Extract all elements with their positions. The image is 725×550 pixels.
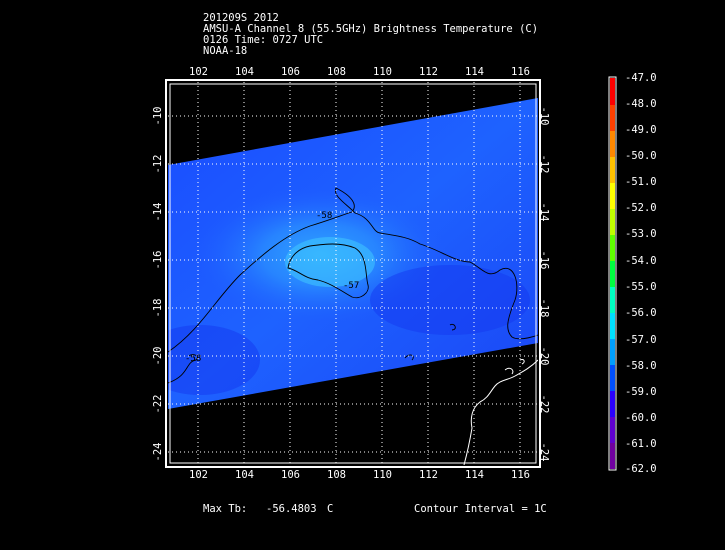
title-line-2: AMSU-A Channel 8 (55.5GHz) Brightness Te…	[203, 23, 539, 35]
lat-tick-left: -16	[152, 250, 164, 270]
lon-tick-top: 114	[465, 66, 484, 78]
lat-tick-left: -22	[152, 394, 164, 414]
colorbar-label: -50.0	[625, 150, 657, 162]
lat-tick-right: -10	[538, 106, 550, 126]
lat-tick-left: -10	[152, 106, 164, 126]
lat-tick-right: -24	[538, 442, 550, 462]
lat-tick-left: -24	[152, 442, 164, 462]
colorbar-label: -54.0	[625, 255, 657, 267]
colorbar-label: -58.0	[625, 360, 657, 372]
lon-tick-bottom: 106	[281, 469, 300, 481]
lon-tick-bottom: 108	[327, 469, 346, 481]
lat-tick-left: -12	[152, 154, 164, 174]
colorbar-label: -61.0	[625, 438, 657, 450]
lat-tick-right: -18	[538, 298, 550, 318]
lat-tick-right: -14	[538, 202, 550, 222]
title-line-4: NOAA-18	[203, 45, 248, 57]
lon-tick-bottom: 116	[511, 469, 530, 481]
colorbar-label: -49.0	[625, 124, 657, 136]
title-line-3: 0126 Time: 0727 UTC	[203, 34, 324, 46]
colorbar-label: -59.0	[625, 386, 657, 398]
lat-tick-right: -16	[538, 250, 550, 270]
lon-tick-bottom: 114	[465, 469, 484, 481]
contour-label: -58	[316, 211, 333, 221]
title-line-1: 201209S 2012	[203, 12, 279, 24]
lat-tick-left: -14	[152, 202, 164, 222]
contour-interval: Contour Interval = 1C	[414, 503, 547, 515]
map-frame	[165, 79, 541, 468]
lon-tick-top: 112	[419, 66, 438, 78]
max-tb-label: Max Tb:	[203, 503, 248, 515]
lon-tick-top: 108	[327, 66, 346, 78]
contour-label: -58	[185, 354, 202, 364]
colorbar-label: -60.0	[625, 412, 657, 424]
contour-lines	[168, 187, 538, 384]
lat-tick-right: -22	[538, 394, 550, 414]
colorbar-label: -55.0	[625, 281, 657, 293]
lat-tick-right: -20	[538, 346, 550, 366]
lon-tick-top: 104	[235, 66, 254, 78]
map-inner-frame	[169, 83, 537, 464]
colorbar-label: -52.0	[625, 202, 657, 214]
colorbar-label: -62.0	[625, 463, 657, 475]
lat-tick-right: -12	[538, 154, 550, 174]
graticule	[168, 82, 538, 465]
colorbar-label: -56.0	[625, 307, 657, 319]
lon-tick-top: 110	[373, 66, 392, 78]
lon-tick-top: 116	[511, 66, 530, 78]
lon-tick-bottom: 102	[189, 469, 208, 481]
lon-tick-bottom: 104	[235, 469, 254, 481]
colorbar-label: -57.0	[625, 334, 657, 346]
max-tb-unit: C	[327, 503, 334, 515]
colorbar-label: -51.0	[625, 176, 657, 188]
colorbar-label: -48.0	[625, 98, 657, 110]
lon-tick-bottom: 110	[373, 469, 392, 481]
lat-tick-left: -20	[152, 346, 164, 366]
lon-tick-top: 106	[281, 66, 300, 78]
colorbar	[608, 76, 617, 471]
lon-tick-bottom: 112	[419, 469, 438, 481]
satellite-swath	[168, 98, 538, 409]
colorbar-label: -53.0	[625, 228, 657, 240]
contour-label: -57	[343, 281, 360, 291]
max-tb-value: -56.4803	[266, 503, 317, 515]
coastline	[463, 359, 538, 465]
lon-tick-top: 102	[189, 66, 208, 78]
colorbar-label: -47.0	[625, 72, 657, 84]
lat-tick-left: -18	[152, 298, 164, 318]
